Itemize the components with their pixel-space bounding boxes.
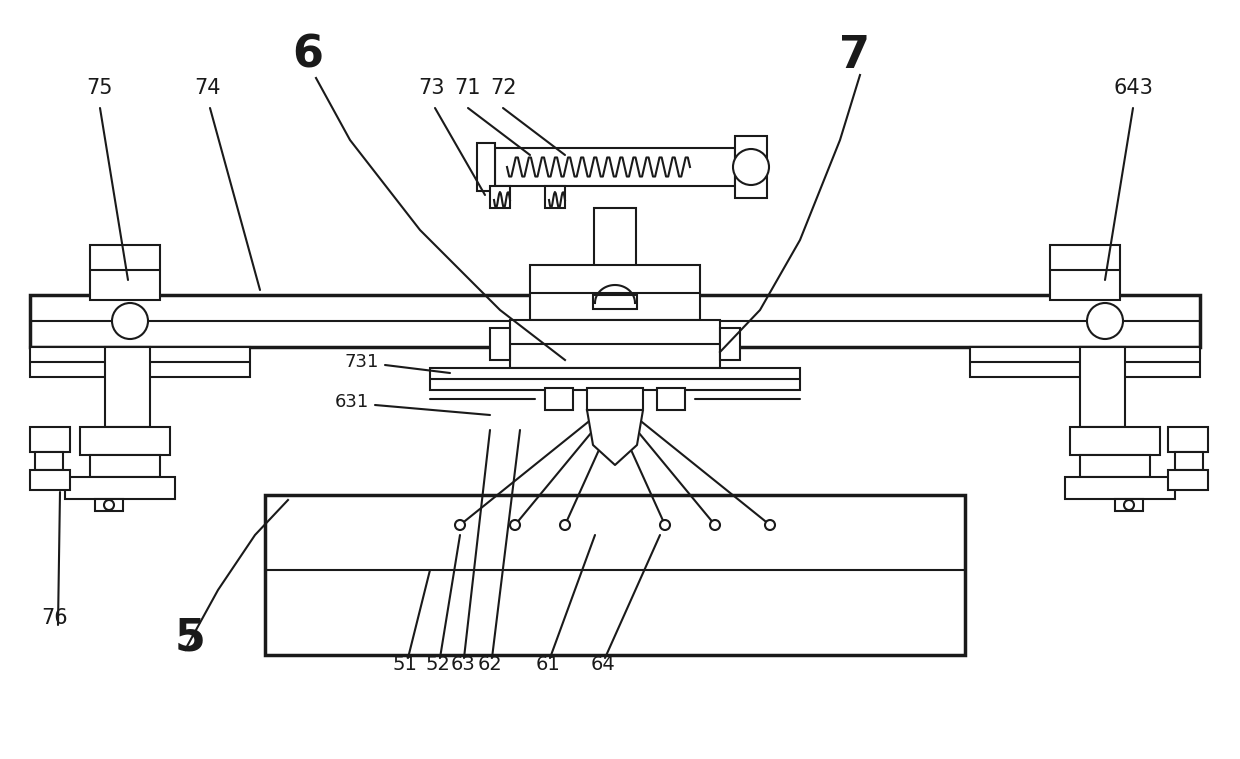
Bar (1115, 499, 1143, 511)
Bar (1080, 347, 1125, 427)
Bar (593, 295, 637, 309)
Bar (64, 477, 175, 499)
Bar (1080, 455, 1149, 477)
Bar (594, 208, 636, 278)
Circle shape (510, 520, 520, 530)
Bar (430, 368, 800, 390)
Bar (105, 347, 150, 427)
Text: 75: 75 (87, 78, 113, 98)
Text: 5: 5 (175, 616, 206, 660)
Bar (30, 295, 1200, 347)
Bar (1168, 427, 1208, 452)
Circle shape (1087, 303, 1123, 339)
Text: 63: 63 (450, 656, 475, 675)
Text: 64: 64 (590, 656, 615, 675)
Circle shape (455, 520, 465, 530)
Circle shape (711, 520, 720, 530)
Bar (587, 388, 644, 410)
Bar (1050, 245, 1120, 300)
Text: 52: 52 (425, 656, 450, 675)
Bar (546, 186, 565, 208)
Circle shape (112, 303, 148, 339)
Bar (970, 347, 1200, 377)
Bar (657, 388, 684, 410)
Bar (30, 470, 69, 490)
Text: 731: 731 (345, 353, 379, 371)
Text: 7: 7 (839, 33, 870, 77)
Text: 76: 76 (42, 608, 68, 628)
Bar (91, 245, 160, 300)
Bar (735, 136, 768, 198)
Text: 73: 73 (419, 78, 445, 98)
Bar (529, 265, 701, 320)
Bar (1070, 427, 1159, 455)
Text: 631: 631 (335, 393, 370, 411)
Text: 51: 51 (393, 656, 418, 675)
Bar (1168, 470, 1208, 490)
Text: 61: 61 (536, 656, 560, 675)
Bar (81, 427, 170, 455)
Bar (720, 328, 740, 360)
Circle shape (733, 149, 769, 185)
Bar (1176, 452, 1203, 470)
Text: 643: 643 (1114, 78, 1153, 98)
Bar (490, 186, 510, 208)
Bar (35, 452, 63, 470)
Bar (546, 388, 573, 410)
Bar (1065, 477, 1176, 499)
Text: 72: 72 (490, 78, 516, 98)
Bar (30, 427, 69, 452)
Bar (30, 347, 250, 377)
Bar (495, 148, 735, 186)
Text: 62: 62 (477, 656, 502, 675)
Circle shape (1123, 500, 1135, 510)
Bar (91, 455, 160, 477)
Circle shape (765, 520, 775, 530)
Bar (510, 320, 720, 368)
Bar (477, 143, 495, 191)
Bar (95, 499, 123, 511)
Circle shape (104, 500, 114, 510)
Text: 71: 71 (455, 78, 481, 98)
Polygon shape (587, 410, 644, 465)
Bar (490, 328, 510, 360)
Bar (265, 495, 965, 655)
Circle shape (560, 520, 570, 530)
Text: 6: 6 (293, 33, 324, 77)
Text: 74: 74 (195, 78, 221, 98)
Circle shape (660, 520, 670, 530)
